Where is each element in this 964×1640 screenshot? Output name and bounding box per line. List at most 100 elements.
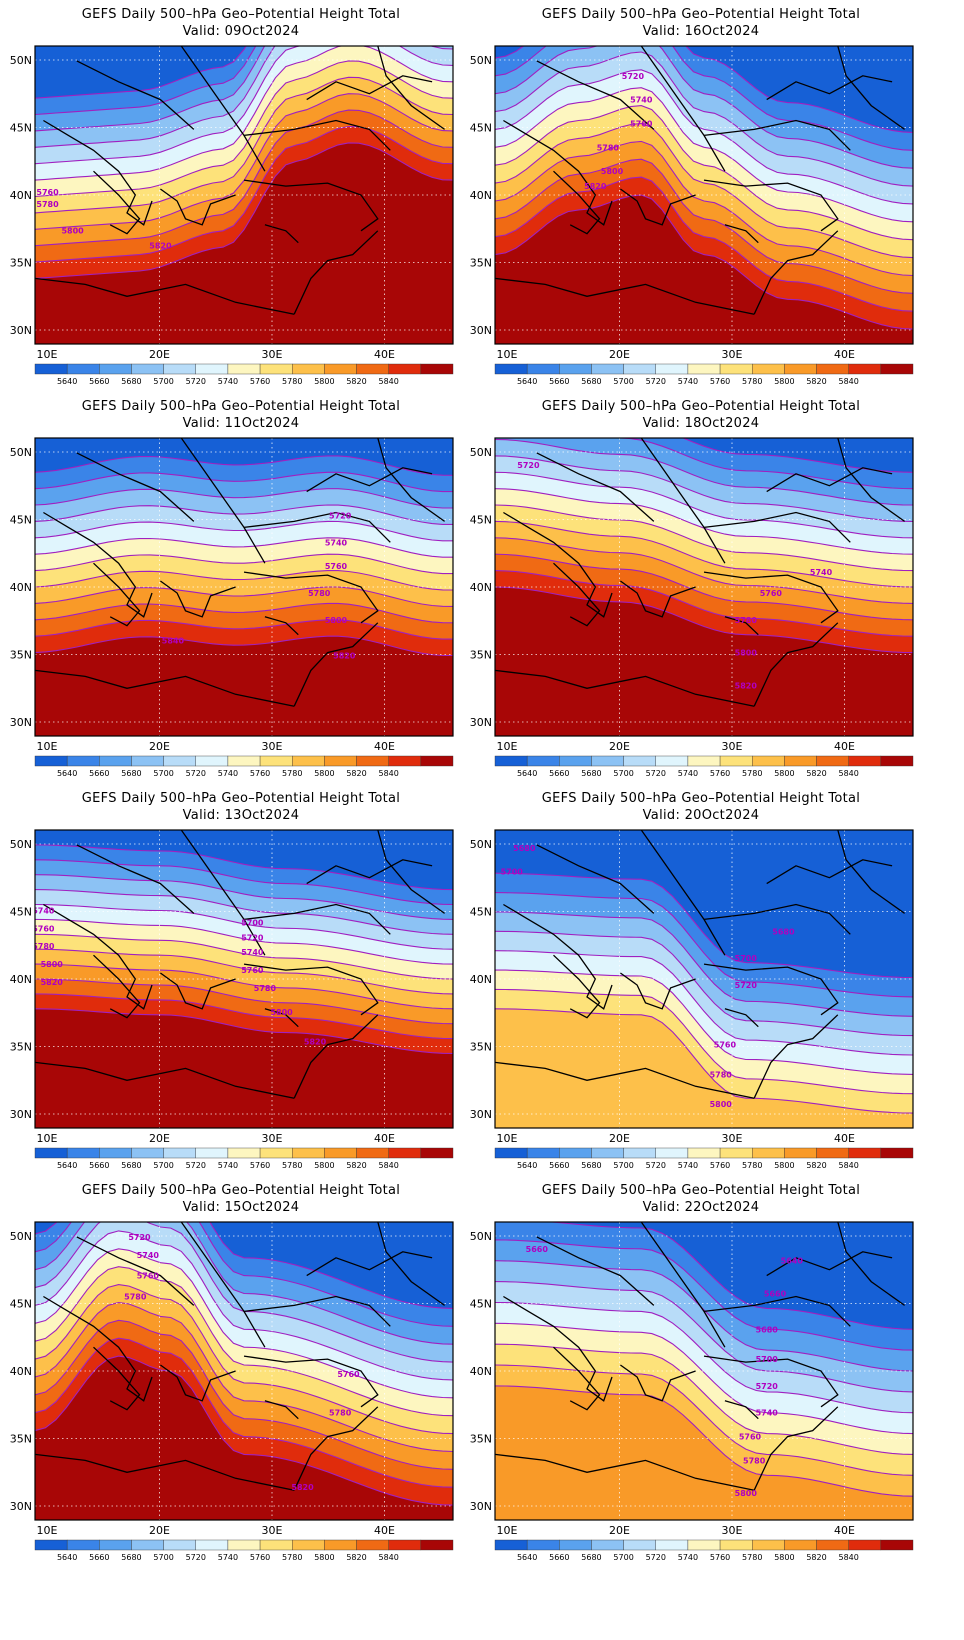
contour-label: 5740: [137, 1251, 160, 1260]
legend-label: 5680: [121, 377, 141, 386]
legend-swatch: [816, 1147, 849, 1159]
contour-label: 5760: [241, 966, 264, 975]
contour-line: [495, 69, 913, 205]
contour-label: 5800: [710, 1100, 733, 1109]
legend-swatch: [259, 1539, 293, 1551]
legend-swatch: [784, 755, 817, 767]
legend-label: 5640: [57, 769, 77, 778]
contour-line: [35, 46, 266, 132]
coastline: [160, 972, 236, 1010]
coastline: [837, 46, 905, 130]
coastline: [243, 571, 379, 624]
coastline: [306, 467, 433, 493]
legend-label: 5820: [806, 1161, 826, 1170]
legend-label: 5820: [806, 769, 826, 778]
coastline: [703, 903, 851, 935]
coastline: [553, 954, 601, 1019]
legend-swatch: [99, 1147, 132, 1159]
legend-swatch: [34, 363, 68, 375]
coastline: [180, 1222, 266, 1348]
legend-swatch: [324, 755, 357, 767]
contour-line: [35, 455, 453, 476]
coastline: [93, 562, 141, 627]
legend-swatch: [163, 1539, 196, 1551]
contour-line: [495, 520, 913, 588]
coastline: [724, 1400, 759, 1420]
legend-label: 5700: [613, 1553, 633, 1562]
panel-valid-date: Valid: 22Oct2024: [642, 1200, 760, 1215]
legend-label: 5640: [57, 377, 77, 386]
legend-swatch: [324, 1147, 357, 1159]
legend-swatch: [880, 1539, 914, 1551]
legend-swatch: [292, 363, 325, 375]
legend-swatch: [292, 755, 325, 767]
contour-label: 5800: [601, 167, 624, 176]
legend-label: 5760: [250, 1161, 270, 1170]
coastline: [243, 1295, 391, 1327]
legend-label: 5720: [646, 1553, 666, 1562]
coastline: [76, 452, 195, 522]
coastline: [724, 1008, 759, 1028]
legend-label: 5800: [314, 769, 334, 778]
coastline: [536, 1236, 655, 1306]
legend-swatch: [719, 1539, 753, 1551]
coastline: [264, 1400, 299, 1420]
coastline: [43, 511, 153, 618]
legend-swatch: [388, 1147, 422, 1159]
lon-tick-label: 10E: [37, 1132, 58, 1145]
coastline: [377, 438, 445, 522]
contour-line: [35, 602, 453, 624]
map-panel: GEFS Daily 500–hPa Geo–Potential Height …: [0, 392, 482, 802]
coastline: [536, 452, 655, 522]
legend-swatch: [816, 1539, 849, 1551]
coastline: [753, 622, 839, 707]
lat-tick-label: 35N: [10, 1433, 32, 1446]
lon-tick-label: 30E: [722, 1524, 743, 1537]
contour-label: 5720: [517, 461, 540, 470]
legend-label: 5700: [613, 377, 633, 386]
panel-title-line: GEFS Daily 500–hPa Geo–Potential Height …: [541, 399, 861, 414]
coastline: [640, 1222, 726, 1348]
coastline: [753, 1014, 839, 1099]
legend-swatch: [784, 1147, 817, 1159]
contour-line: [35, 570, 453, 591]
legend-label: 5820: [346, 377, 366, 386]
contour-label: 5720: [756, 1382, 779, 1391]
coastline: [306, 1251, 433, 1277]
legend-swatch: [687, 755, 721, 767]
height-map: 5720 5740 5760 5780 5800 5820 10E 20E 30E 40E 50N 4…: [470, 437, 914, 778]
contour-label: 5820: [149, 242, 172, 251]
contour-line: [495, 1260, 913, 1372]
contour-line: [35, 978, 453, 1025]
contour-line: [495, 950, 913, 1056]
contour-line: [681, 438, 913, 473]
lon-tick-label: 20E: [609, 740, 630, 753]
lat-tick-label: 30N: [470, 1108, 492, 1121]
panel-valid-date: Valid: 15Oct2024: [182, 1200, 300, 1215]
legend-swatch: [131, 755, 164, 767]
coastline: [160, 580, 236, 618]
legend-label: 5680: [121, 1553, 141, 1562]
contour-label: 5800: [735, 1489, 758, 1498]
legend-swatch: [195, 755, 229, 767]
panel-title: GEFS Daily 500–hPa Geo–Potential Height …: [0, 398, 482, 432]
coastline: [377, 830, 445, 914]
coastline: [306, 75, 433, 101]
contour-label: 5840: [162, 637, 185, 646]
legend-swatch: [163, 363, 196, 375]
panel-title: GEFS Daily 500–hPa Geo–Potential Height …: [0, 790, 482, 824]
legend-label: 5720: [186, 1161, 206, 1170]
contour-line: [495, 46, 913, 169]
legend-label: 5640: [57, 1161, 77, 1170]
coastline: [76, 844, 195, 914]
contour-line: [35, 1355, 453, 1506]
contour-label: 5780: [710, 1070, 733, 1079]
contour-label: 5700: [735, 954, 758, 963]
contour-line: [495, 51, 913, 187]
coastline: [93, 1346, 141, 1411]
panel-title: GEFS Daily 500–hPa Geo–Potential Height …: [0, 1182, 482, 1216]
legend-label: 5840: [839, 769, 859, 778]
band-fill: [495, 46, 913, 133]
contour-label: 5760: [137, 1272, 160, 1281]
lat-tick-label: 30N: [470, 324, 492, 337]
